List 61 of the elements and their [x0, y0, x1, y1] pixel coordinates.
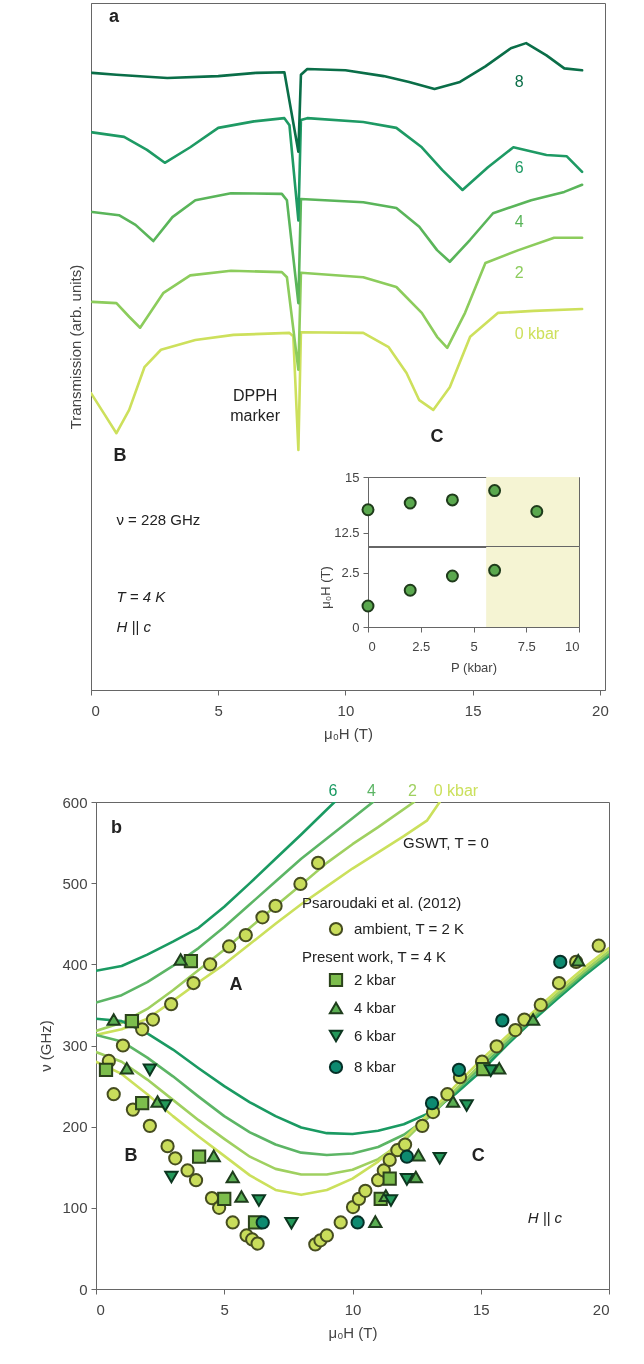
legend-label: 4 kbar [354, 999, 396, 1016]
y-tick-label: 400 [62, 955, 88, 973]
legend-label: 2 kbar [354, 971, 396, 988]
x-tick-label: 20 [592, 1300, 610, 1318]
y-axis-title: μ₀H (T) [318, 566, 334, 609]
x-tick-label: 10 [565, 638, 580, 654]
y-tick-label: 2.5 [341, 565, 360, 581]
annotation: A [229, 973, 243, 994]
series-label: 0 kbar [514, 325, 560, 343]
y-tick-label: 12.5 [334, 525, 360, 541]
annotation: ν = 228 GHz [116, 510, 201, 528]
x-axis-title: μ₀H (T) [323, 724, 374, 742]
x-tick-label: 0 [368, 638, 376, 654]
y-tick-label: 100 [62, 1199, 88, 1217]
y-tick-label: 200 [62, 1118, 88, 1136]
annotation: B [113, 444, 127, 465]
annotation: Present work, T = 4 K [301, 948, 447, 966]
annotation: H || c [116, 618, 152, 636]
x-tick-label: 7.5 [517, 638, 536, 654]
legend-label: 8 kbar [354, 1058, 396, 1075]
x-axis-title: P (kbar) [451, 659, 497, 675]
annotation: C [430, 426, 444, 447]
series-label: 0 kbar [433, 782, 479, 799]
annotation: C [471, 1144, 485, 1165]
y-tick-label: 15 [345, 469, 360, 485]
x-tick-label: 5 [220, 1300, 229, 1318]
annotation: H || c [527, 1208, 563, 1226]
series-label: 2 [514, 263, 524, 281]
x-tick-label: 10 [344, 1300, 362, 1318]
annotation: Psaroudaki et al. (2012) [301, 893, 462, 911]
x-tick-label: 10 [337, 701, 355, 719]
x-tick-label: 20 [592, 701, 609, 719]
y-axis-title: Transmission (arb. units) [66, 264, 84, 430]
x-axis-title: μ₀H (T) [328, 1323, 378, 1341]
series-label: 4 [367, 782, 377, 799]
x-tick-label: 0 [91, 701, 100, 719]
legend-label: 6 kbar [354, 1027, 396, 1044]
series-label: 2 [408, 782, 418, 799]
y-tick-label: 0 [79, 1280, 88, 1298]
series-label: 6 [514, 158, 524, 176]
y-axis-title: ν (GHz) [37, 1020, 55, 1072]
x-tick-label: 15 [464, 701, 482, 719]
y-tick-label: 500 [62, 874, 88, 892]
y-tick-label: 0 [352, 619, 360, 635]
legend-label: ambient, T = 2 K [354, 920, 464, 937]
annotation: DPPH marker [230, 386, 281, 424]
y-tick-label: 600 [62, 793, 88, 811]
series-label: 6 [328, 782, 338, 799]
x-tick-label: 15 [472, 1300, 490, 1318]
annotation: GSWT, T = 0 [403, 833, 489, 851]
y-tick-label: 300 [62, 1037, 88, 1054]
series-label: 4 [514, 213, 524, 231]
annotation: T = 4 K [116, 587, 167, 605]
x-tick-label: 5 [470, 638, 478, 654]
annotation: b [111, 816, 123, 837]
x-tick-label: 5 [214, 701, 223, 719]
series-label: 8 [514, 72, 524, 90]
annotation: B [124, 1144, 138, 1165]
x-tick-label: 2.5 [412, 638, 431, 654]
x-tick-label: 0 [96, 1300, 105, 1318]
text: a [108, 6, 120, 27]
